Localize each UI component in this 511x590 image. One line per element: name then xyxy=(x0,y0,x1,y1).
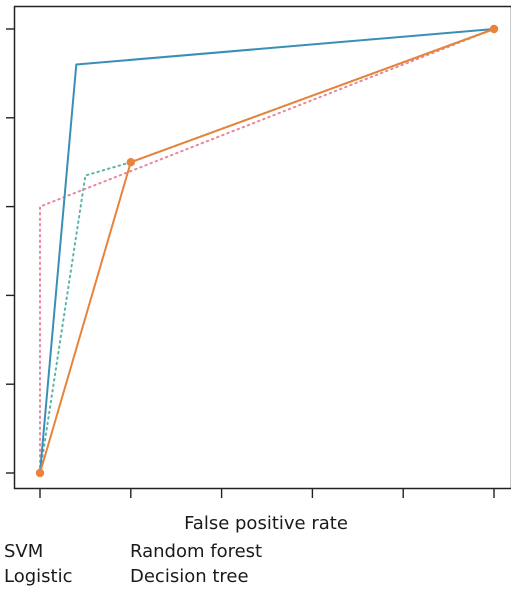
legend-label-random-forest: Random forest xyxy=(130,541,262,562)
series-point-random-forest-2 xyxy=(489,24,499,34)
plot-frame xyxy=(13,5,511,490)
series-line-logistic xyxy=(39,28,495,474)
legend-label-svm: SVM xyxy=(4,541,43,562)
series-point-random-forest-0 xyxy=(35,468,45,478)
series-line-svm xyxy=(39,28,495,474)
axes-layer xyxy=(13,5,511,490)
legend-label-decision-tree: Decision tree xyxy=(130,566,249,587)
series-line-random-forest xyxy=(39,28,495,474)
plot-layer xyxy=(35,24,499,478)
series-point-random-forest-1 xyxy=(126,158,135,167)
legend-label-logistic: Logistic xyxy=(4,566,72,587)
legend: SVM Random forest Logistic Decision tree xyxy=(4,541,262,587)
series-line-decision-tree xyxy=(39,28,495,474)
ticks-layer xyxy=(6,28,495,498)
x-axis-title: False positive rate xyxy=(184,513,348,534)
